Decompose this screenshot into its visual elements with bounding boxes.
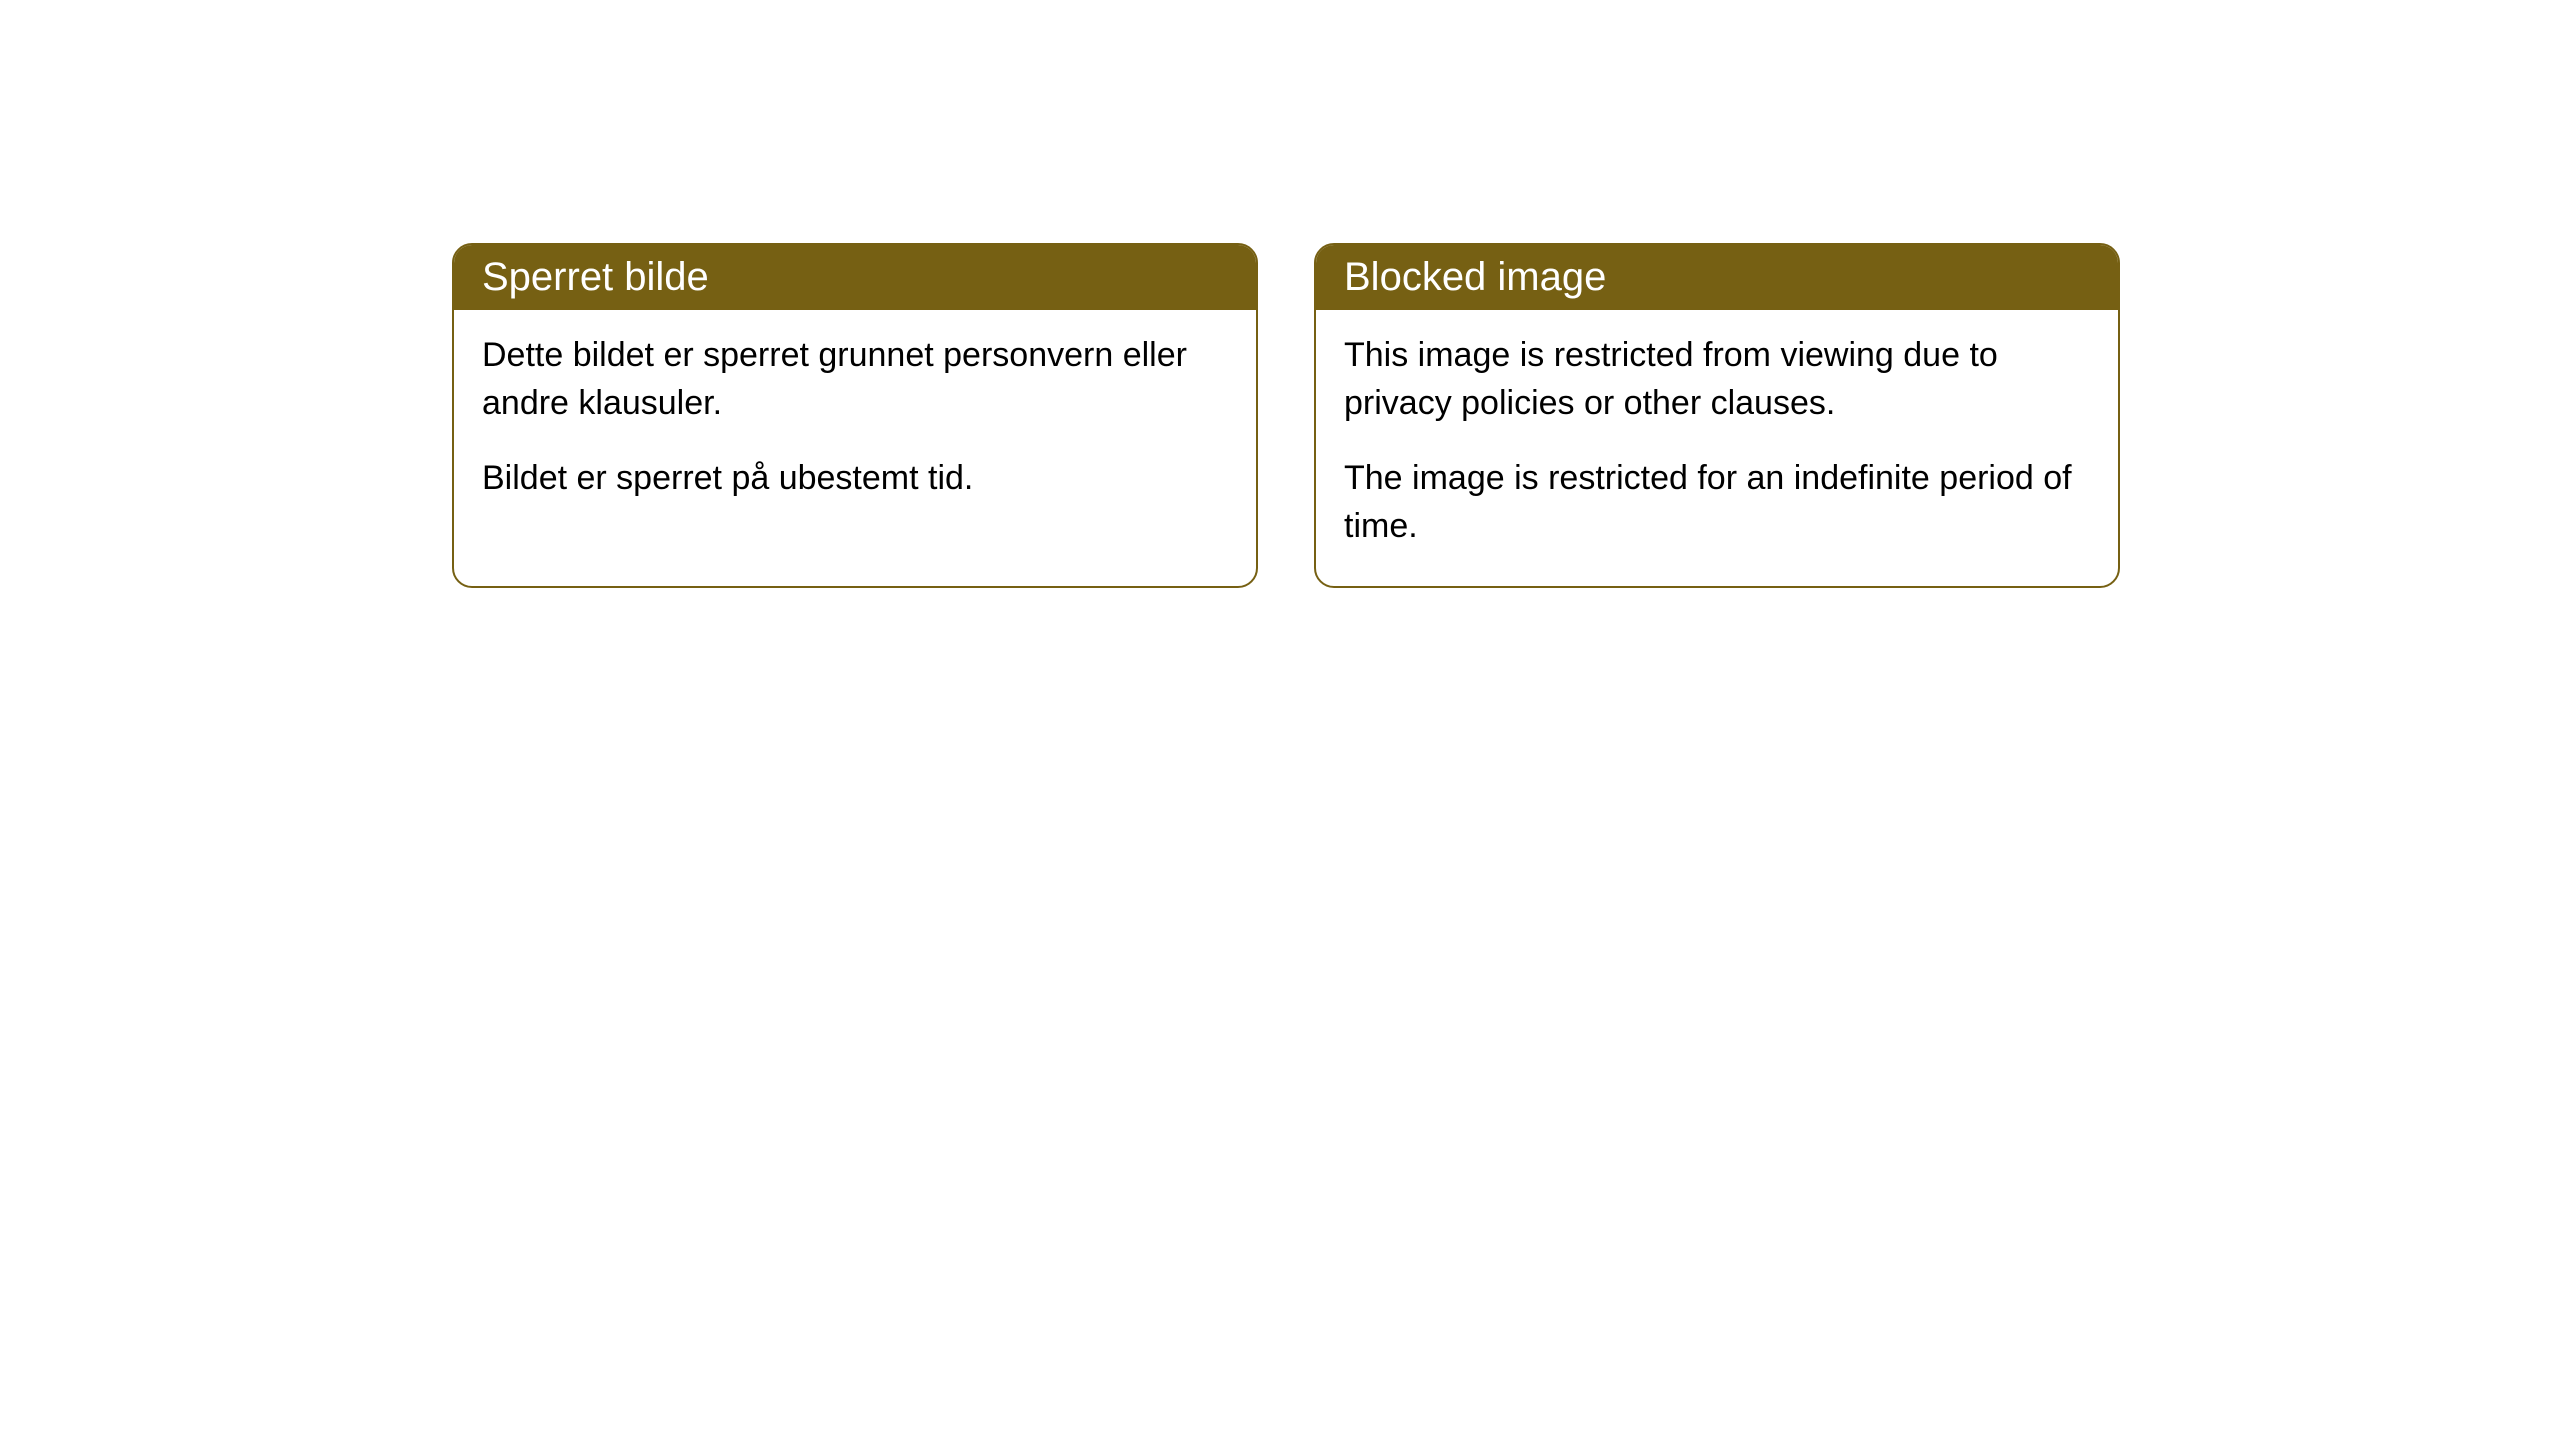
card-paragraph-1-english: This image is restricted from viewing du… <box>1344 332 2090 427</box>
card-body-norwegian: Dette bildet er sperret grunnet personve… <box>454 310 1256 539</box>
card-body-english: This image is restricted from viewing du… <box>1316 310 2118 586</box>
card-paragraph-2-norwegian: Bildet er sperret på ubestemt tid. <box>482 455 1228 503</box>
card-title-norwegian: Sperret bilde <box>482 255 709 299</box>
card-paragraph-1-norwegian: Dette bildet er sperret grunnet personve… <box>482 332 1228 427</box>
card-header-english: Blocked image <box>1316 245 2118 310</box>
card-title-english: Blocked image <box>1344 255 1606 299</box>
blocked-image-card-norwegian: Sperret bilde Dette bildet er sperret gr… <box>452 243 1258 588</box>
notice-cards-container: Sperret bilde Dette bildet er sperret gr… <box>452 243 2120 588</box>
card-paragraph-2-english: The image is restricted for an indefinit… <box>1344 455 2090 550</box>
card-header-norwegian: Sperret bilde <box>454 245 1256 310</box>
blocked-image-card-english: Blocked image This image is restricted f… <box>1314 243 2120 588</box>
